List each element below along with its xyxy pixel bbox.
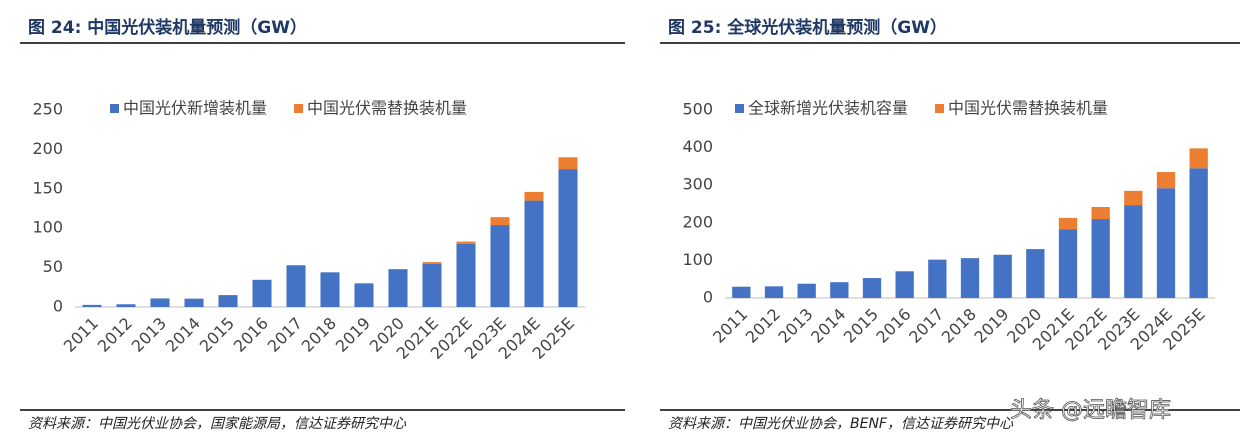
bar (830, 282, 849, 298)
bar (558, 157, 578, 170)
legend-label: 全球新增光伏装机容量 (748, 99, 908, 118)
legend-swatch (294, 104, 304, 113)
bar (1156, 188, 1176, 298)
bar (456, 241, 476, 244)
x-tick-label: 2014 (807, 305, 849, 347)
bar (524, 200, 544, 307)
legend-label: 中国光伏需替换装机量 (307, 99, 467, 118)
y-tick-label: 100 (682, 250, 713, 269)
bar (764, 286, 784, 298)
x-tick-label: 2019 (332, 314, 374, 356)
bar (320, 272, 340, 307)
x-tick-label: 2015 (196, 314, 238, 356)
bar (184, 298, 204, 307)
y-tick-label: 150 (32, 178, 63, 197)
bar (82, 304, 102, 307)
bar (1058, 217, 1078, 230)
y-tick-label: 0 (53, 297, 63, 316)
y-tick-label: 500 (682, 100, 713, 119)
x-tick-label: 2015 (840, 305, 882, 347)
x-tick-label: 2012 (94, 314, 136, 356)
chart-title: 图 24: 中国光伏装机量预测（GW） (28, 17, 307, 38)
y-tick-label: 200 (32, 139, 63, 158)
bar (1091, 207, 1110, 220)
y-tick-label: 250 (32, 100, 63, 119)
bar (797, 283, 816, 298)
bar (252, 279, 272, 307)
bar (1189, 148, 1208, 169)
bar (732, 286, 751, 298)
x-tick-label: 2016 (230, 314, 272, 356)
bar (1189, 168, 1208, 298)
bar (354, 283, 374, 307)
y-tick-label: 100 (32, 218, 63, 237)
bar (1124, 190, 1143, 206)
x-tick-label: 2018 (938, 305, 980, 347)
chart-title: 图 25: 全球光伏装机量预测（GW） (668, 17, 947, 38)
x-tick-label: 2017 (905, 305, 947, 347)
bar (524, 191, 544, 201)
x-tick-label: 2018 (298, 314, 340, 356)
bar (422, 262, 442, 264)
bar (960, 258, 980, 298)
bar (490, 225, 510, 307)
bar (1091, 219, 1110, 298)
y-tick-label: 50 (43, 257, 63, 276)
legend-swatch (110, 104, 119, 113)
bar (490, 217, 510, 226)
x-tick-label: 2012 (742, 305, 784, 347)
x-tick-label: 2014 (162, 314, 204, 356)
x-tick-label: 2013 (774, 305, 816, 347)
source: 资料来源：中国光伏业协会，国家能源局，信达证券研究中心 (28, 416, 407, 432)
legend-label: 中国光伏需替换装机量 (948, 99, 1108, 118)
y-tick-label: 200 (682, 212, 713, 231)
bar (388, 269, 408, 307)
bar (286, 265, 306, 307)
bar (1026, 249, 1045, 298)
bar (456, 243, 476, 307)
legend-label: 中国光伏新增装机量 (123, 99, 267, 118)
x-tick-label: 2016 (872, 305, 914, 347)
bar (862, 278, 882, 298)
bar (558, 169, 578, 307)
x-tick-label: 2011 (60, 314, 102, 356)
bar (150, 298, 170, 307)
legend-swatch (735, 104, 744, 113)
y-tick-label: 0 (703, 288, 713, 307)
legend-swatch (935, 104, 945, 113)
x-tick-label: 2011 (709, 305, 751, 347)
x-tick-label: 2019 (970, 305, 1012, 347)
watermark: 头条 @远瞻智库 (1010, 398, 1171, 423)
bar (1156, 172, 1176, 189)
bar (1058, 229, 1078, 298)
x-tick-label: 2013 (128, 314, 170, 356)
bar (218, 295, 238, 307)
y-tick-label: 400 (682, 137, 713, 156)
x-tick-label: 2017 (264, 314, 306, 356)
bar (1124, 205, 1143, 298)
bar (993, 254, 1012, 298)
source: 资料来源：中国光伏业协会，BENF，信达证券研究中心 (668, 416, 1014, 432)
bar (928, 259, 947, 298)
y-tick-label: 300 (682, 175, 713, 194)
bar (116, 304, 136, 307)
bar (895, 271, 914, 298)
bar (422, 263, 442, 307)
